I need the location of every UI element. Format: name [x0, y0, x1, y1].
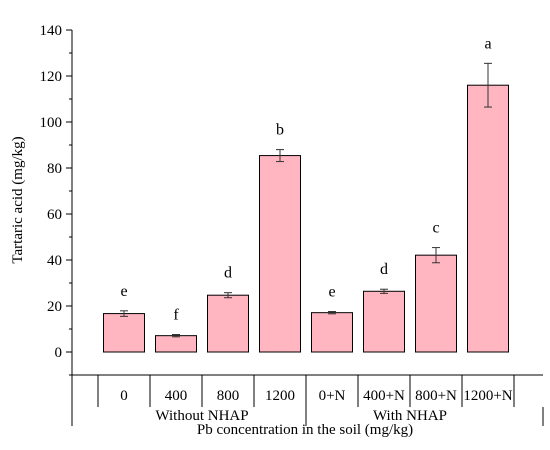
category-label: 1200 [265, 388, 295, 404]
y-tick-label: 140 [40, 23, 63, 39]
y-tick-label: 40 [47, 253, 62, 269]
category-label: 400+N [363, 388, 405, 404]
significance-label: f [173, 307, 179, 324]
bar [260, 156, 301, 352]
significance-label: d [380, 261, 388, 278]
bar [416, 255, 457, 352]
category-label: 400 [165, 388, 188, 404]
significance-label: a [484, 35, 491, 52]
y-axis: 0 20 40 60 80 100 120 140 [40, 23, 73, 375]
bar [364, 291, 405, 352]
y-tick-label: 0 [55, 345, 63, 361]
y-tick-label: 100 [40, 115, 63, 131]
bar [208, 295, 249, 352]
significance-label: c [432, 220, 439, 237]
category-label: 0+N [319, 388, 346, 404]
significance-label: e [328, 284, 335, 301]
y-tick-label: 120 [40, 69, 63, 85]
x-axis: 040080012000+N400+N800+N1200+NWithout NH… [72, 375, 543, 426]
y-axis-title: Tartaric acid (mg/kg) [10, 136, 26, 263]
y-tick-label: 60 [47, 207, 62, 223]
x-axis-title: Pb concentration in the soil (mg/kg) [197, 422, 413, 438]
bar [104, 314, 145, 352]
category-label: 800+N [415, 388, 457, 404]
bars: e f d b e d c a [104, 35, 509, 352]
bar [156, 336, 197, 352]
category-label: 0 [120, 388, 128, 404]
bar [468, 85, 509, 352]
significance-label: e [120, 283, 127, 300]
bar [312, 313, 353, 352]
category-label: 1200+N [463, 388, 512, 404]
significance-label: d [224, 265, 232, 282]
significance-label: b [276, 122, 284, 139]
category-label: 800 [217, 388, 240, 404]
y-tick-label: 20 [47, 299, 62, 315]
y-tick-label: 80 [47, 161, 62, 177]
